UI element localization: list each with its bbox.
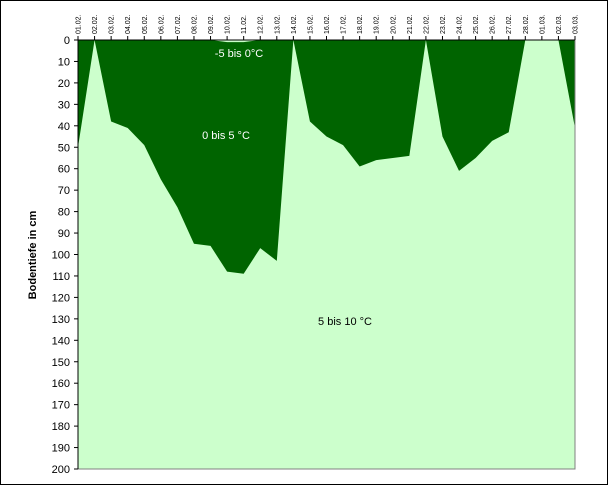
x-tick-label: 15.02. <box>307 14 314 34</box>
x-tick-label: 26.02. <box>490 14 497 34</box>
y-tick-label: 130 <box>52 314 70 326</box>
y-tick-label: 30 <box>58 99 70 111</box>
x-tick-label: 01.03. <box>539 14 546 34</box>
x-tick-label: 27.02. <box>506 14 513 34</box>
x-tick-label: 01.02. <box>76 14 83 34</box>
axes: 0 10 20 30 40 50 60 70 80 90 100 110 120 130 140 150 160… <box>52 14 580 476</box>
series-label-warm: 5 bis 10 °C <box>318 316 372 328</box>
x-tick-label: 07.02. <box>175 14 182 34</box>
y-tick-label: 110 <box>52 271 70 283</box>
x-tick-label: 08.02. <box>191 14 198 34</box>
x-tick-label: 25.02. <box>473 14 480 34</box>
series-label-frost: -5 bis 0°C <box>215 48 263 60</box>
y-axis-title: Bodentiefe in cm <box>27 210 39 299</box>
y-tick-label: 10 <box>58 56 70 68</box>
y-tick-label: 140 <box>52 335 70 347</box>
x-tick-label: 21.02. <box>407 14 414 34</box>
y-tick-label: 40 <box>58 121 70 133</box>
y-tick-label: 180 <box>52 421 70 433</box>
y-tick-label: 150 <box>52 357 70 369</box>
x-tick-label: 03.02. <box>109 14 116 34</box>
y-tick-label: 120 <box>52 292 70 304</box>
x-tick-label: 12.02. <box>258 14 265 34</box>
y-tick-label: 20 <box>58 78 70 90</box>
x-tick-label: 03.03. <box>573 14 580 34</box>
labels: -5 bis 0°C 0 bis 5 °C 5 bis 10 °C <box>202 48 372 328</box>
x-tick-label: 06.02. <box>158 14 165 34</box>
y-tick-label: 50 <box>58 142 70 154</box>
x-tick-label: 11.02. <box>241 15 248 34</box>
x-tick-label: 02.03. <box>556 14 563 34</box>
x-tick-label: 04.02. <box>125 14 132 34</box>
x-tick-label: 05.02. <box>142 14 149 34</box>
y-tick-label: 0 <box>64 35 70 47</box>
y-tick-label: 190 <box>52 443 70 455</box>
y-tick-label: 200 <box>52 464 70 476</box>
x-tick-label: 16.02. <box>324 14 331 34</box>
x-tick-label: 02.02. <box>92 14 99 34</box>
x-tick-label: 09.02. <box>208 14 215 34</box>
x-tick-label: 19.02. <box>374 14 381 34</box>
x-tick-label: 17.02. <box>341 14 348 34</box>
x-tick-label: 23.02. <box>440 14 447 34</box>
y-tick-label: 100 <box>52 250 70 262</box>
x-tick-label: 28.02. <box>523 14 530 34</box>
series-label-cold: 0 bis 5 °C <box>202 130 250 142</box>
y-tick-label: 70 <box>58 185 70 197</box>
y-tick-label: 60 <box>58 164 70 176</box>
y-tick-label: 90 <box>58 228 70 240</box>
y-tick-label: 160 <box>52 378 70 390</box>
y-tick-label: 170 <box>52 400 70 412</box>
x-tick-label: 14.02. <box>291 14 298 34</box>
x-tick-label: 13.02. <box>274 14 281 34</box>
y-tick-label: 80 <box>58 207 70 219</box>
plot-area <box>78 40 575 469</box>
x-tick-label: 24.02. <box>457 14 464 34</box>
area-band-cold <box>78 40 575 274</box>
x-tick-label: 22.02. <box>423 14 430 34</box>
x-tick-label: 18.02. <box>357 14 364 34</box>
x-tick-label: 20.02. <box>390 14 397 34</box>
x-tick-label: 10.02. <box>225 14 232 34</box>
